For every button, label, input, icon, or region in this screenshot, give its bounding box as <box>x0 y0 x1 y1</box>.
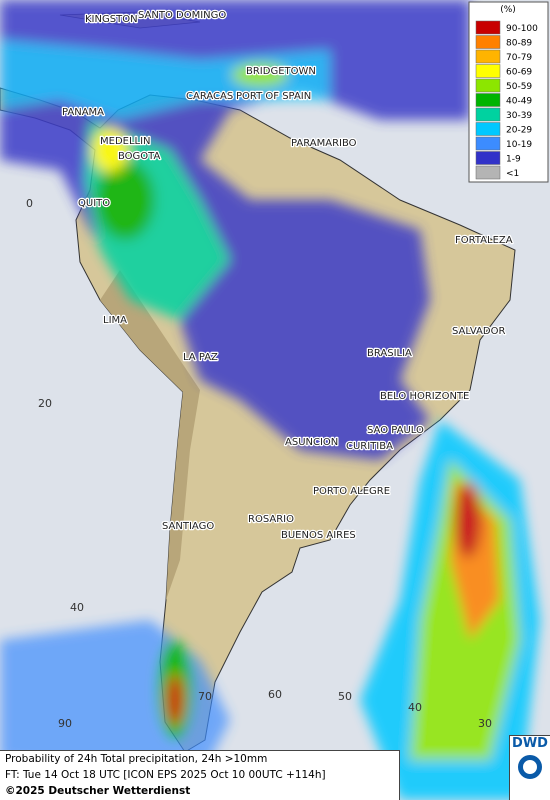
legend-label: 10-19 <box>506 140 532 150</box>
city-label: SANTIAGO <box>162 521 214 532</box>
legend-label: 70-79 <box>506 53 532 63</box>
legend-swatch <box>475 165 501 180</box>
legend-label: 30-39 <box>506 111 532 121</box>
city-label: BRASILIA <box>367 348 412 359</box>
city-label: PARAMARIBO <box>291 138 357 149</box>
legend-swatch <box>475 20 501 35</box>
latitude-label: 20 <box>38 397 52 410</box>
city-label: KINGSTON <box>85 14 138 25</box>
latitude-label: 0 <box>26 197 33 210</box>
city-label: BRIDGETOWN <box>246 66 316 77</box>
city-label: BELO HORIZONTE <box>380 391 469 402</box>
legend-label: 40-49 <box>506 97 532 107</box>
legend-swatch <box>475 49 501 64</box>
longitude-label: 70 <box>198 690 212 703</box>
city-label: PORT OF SPAIN <box>236 91 311 102</box>
city-label: SALVADOR <box>452 326 505 337</box>
longitude-label: 40 <box>408 701 422 714</box>
caption: Probability of 24h Total precipitation, … <box>0 750 400 800</box>
legend-swatch <box>475 122 501 136</box>
legend-label: 50-59 <box>506 82 532 92</box>
city-label: LIMA <box>103 315 127 326</box>
longitude-label: 90 <box>58 717 72 730</box>
latitude-label: 40 <box>70 601 84 614</box>
city-label: SANTO DOMINGO <box>138 10 226 21</box>
city-label: QUITO <box>78 198 110 209</box>
city-label: ROSARIO <box>248 514 294 525</box>
legend-swatch <box>475 78 501 93</box>
logo-text: DWD <box>512 736 548 751</box>
legend-title: (%) <box>500 5 516 15</box>
legend-label: 20-29 <box>506 126 532 136</box>
city-label: BOGOTA <box>118 151 161 162</box>
city-label: MEDELLIN <box>100 136 151 147</box>
city-label: LA PAZ <box>183 352 218 363</box>
city-label: PANAMA <box>62 107 104 118</box>
longitude-label: 50 <box>338 690 352 703</box>
legend: (%) 90-100 80-89 70-79 60-69 50-59 40-49 30-39… <box>468 1 549 183</box>
legend-swatch <box>475 151 501 165</box>
city-label: BUENOS AIRES <box>281 530 356 541</box>
legend-label: 1-9 <box>506 155 521 165</box>
city-label: SAO PAULO <box>367 425 424 436</box>
city-label: FORTALEZA <box>455 235 513 246</box>
copyright: ©2025 Deutscher Wetterdienst <box>5 785 191 797</box>
legend-label: 80-89 <box>506 39 532 49</box>
legend-label: 90-100 <box>506 24 538 34</box>
legend-label: <1 <box>506 169 519 179</box>
caption-line: FT: Tue 14 Oct 18 UTC [ICON EPS 2025 Oct… <box>5 769 326 781</box>
city-label: ASUNCION <box>285 437 338 448</box>
city-label: PORTO ALEGRE <box>313 486 390 497</box>
city-label: CURITIBA <box>346 441 393 452</box>
legend-swatch <box>475 136 501 151</box>
city-label: CARACAS <box>186 91 233 102</box>
logo: DWD <box>509 735 550 800</box>
legend-swatch <box>475 107 501 122</box>
legend-swatch <box>475 64 501 78</box>
longitude-label: 60 <box>268 688 282 701</box>
legend-label: 60-69 <box>506 68 532 78</box>
caption-line: Probability of 24h Total precipitation, … <box>5 753 268 765</box>
logo-icon <box>518 755 542 779</box>
legend-swatch <box>475 35 501 49</box>
legend-swatch <box>475 93 501 107</box>
longitude-label: 30 <box>478 717 492 730</box>
